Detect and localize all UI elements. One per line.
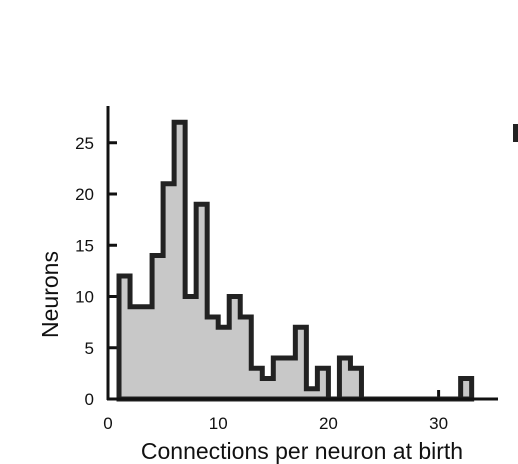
y-tick-label: 20 xyxy=(75,185,94,204)
y-tick-label: 15 xyxy=(75,236,94,255)
clipped-edge-mark xyxy=(513,124,518,142)
x-axis-title: Connections per neuron at birth xyxy=(141,438,463,464)
y-axis-ticks: 0 5 10 15 20 25 xyxy=(75,134,117,409)
y-axis-title: Neurons xyxy=(37,251,63,338)
y-tick-label: 25 xyxy=(75,134,94,153)
x-tick-label: 20 xyxy=(319,414,338,433)
x-tick-label: 10 xyxy=(209,414,228,433)
x-tick-label: 0 xyxy=(103,414,112,433)
y-tick-label: 5 xyxy=(85,339,94,358)
y-tick-label: 10 xyxy=(75,288,94,307)
x-tick-label: 30 xyxy=(429,414,448,433)
y-tick-label: 0 xyxy=(85,390,94,409)
histogram-bars xyxy=(116,119,475,402)
